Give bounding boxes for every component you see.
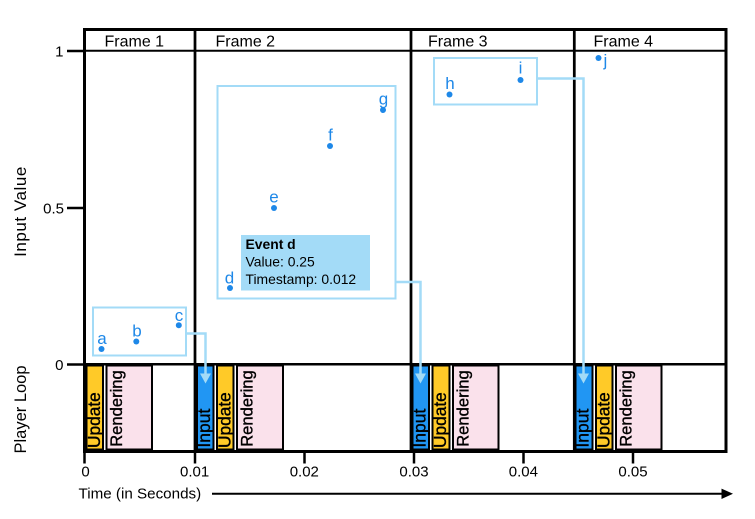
- svg-text:Frame 3: Frame 3: [428, 34, 488, 51]
- svg-text:a: a: [97, 329, 107, 348]
- svg-text:0.03: 0.03: [399, 464, 428, 481]
- svg-text:f: f: [328, 126, 333, 145]
- svg-text:Frame 2: Frame 2: [216, 34, 276, 51]
- svg-text:Timestamp: 0.012: Timestamp: 0.012: [246, 271, 357, 287]
- svg-text:Frame 1: Frame 1: [105, 34, 165, 51]
- svg-text:e: e: [269, 188, 278, 207]
- svg-text:0: 0: [81, 464, 89, 481]
- svg-text:0: 0: [55, 357, 63, 374]
- svg-text:Update: Update: [430, 392, 450, 448]
- svg-text:Player Loop: Player Loop: [12, 365, 30, 453]
- svg-text:i: i: [519, 59, 523, 78]
- svg-text:b: b: [132, 321, 141, 340]
- svg-text:Update: Update: [214, 392, 234, 448]
- svg-text:Value: 0.25: Value: 0.25: [246, 254, 316, 270]
- svg-text:h: h: [445, 74, 454, 93]
- svg-text:0.02: 0.02: [290, 464, 319, 481]
- svg-text:0.5: 0.5: [43, 200, 64, 217]
- svg-text:Input: Input: [194, 409, 214, 448]
- svg-text:Update: Update: [84, 392, 104, 448]
- svg-text:Frame 4: Frame 4: [594, 34, 654, 51]
- svg-text:c: c: [175, 306, 184, 325]
- svg-text:Rendering: Rendering: [238, 370, 257, 447]
- svg-text:0.05: 0.05: [618, 464, 647, 481]
- svg-text:0.01: 0.01: [180, 464, 209, 481]
- svg-text:1: 1: [55, 43, 63, 60]
- svg-text:Time (in Seconds): Time (in Seconds): [79, 486, 202, 503]
- svg-text:Event d: Event d: [246, 236, 296, 252]
- svg-text:Update: Update: [593, 392, 613, 448]
- svg-text:Input: Input: [410, 409, 430, 448]
- svg-text:d: d: [225, 268, 234, 287]
- svg-text:Rendering: Rendering: [454, 370, 473, 447]
- svg-text:Rendering: Rendering: [107, 370, 126, 447]
- svg-text:0.04: 0.04: [509, 464, 538, 481]
- svg-text:j: j: [603, 51, 608, 70]
- svg-text:g: g: [379, 90, 388, 109]
- svg-text:Rendering: Rendering: [617, 370, 636, 447]
- svg-text:Input Value: Input Value: [11, 166, 30, 257]
- svg-text:Input: Input: [573, 409, 593, 448]
